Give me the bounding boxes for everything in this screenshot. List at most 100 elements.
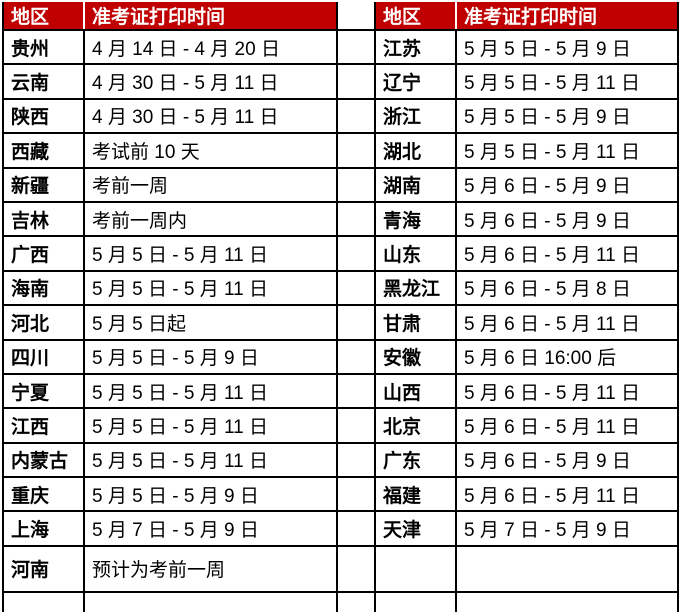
time-cell-right: 5 月 6 日 - 5 月 11 日 [455,304,679,341]
time-cell-right: 5 月 7 日 - 5 月 9 日 [455,510,679,547]
time-cell-left: 5 月 5 日 - 5 月 11 日 [83,372,338,410]
time-cell-right: 5 月 6 日 - 5 月 11 日 [455,476,679,513]
empty-cell [2,590,85,612]
region-cell-right: 辽宁 [374,63,457,100]
table-row: 贵州 4 月 14 日 - 4 月 20 日江苏 5 月 5 日 - 5 月 9 日 [2,28,679,66]
region-cell-right: 天津 [374,510,457,547]
time-cell-right: 5 月 5 日 - 5 月 11 日 [455,63,679,100]
empty-cell [83,590,338,612]
time-cell-left: 5 月 5 日起 [83,304,338,341]
region-cell-right: 浙江 [374,97,457,135]
region-cell-left: 西藏 [2,132,85,169]
table-row: 西藏 考试前 10 天湖北 5 月 5 日 - 5 月 11 日 [2,132,679,169]
spacer-cell [336,63,376,100]
table-row: 新疆 考前一周 湖南 5 月 6 日 - 5 月 9 日 [2,166,679,203]
spacer-cell [336,544,376,593]
table-row: 吉林 考前一周内 青海 5 月 6 日 - 5 月 9 日 [2,200,679,238]
region-cell-left: 贵州 [2,28,85,66]
region-cell-right: 福建 [374,476,457,513]
time-cell-left: 4 月 30 日 - 5 月 11 日 [83,97,338,135]
spacer-cell [336,476,376,513]
region-cell-right: 甘肃 [374,304,457,341]
empty-cell [374,590,457,612]
spacer-cell [336,166,376,203]
region-cell-right: 山西 [374,372,457,410]
empty-cell [336,590,376,612]
region-cell-right: 山东 [374,235,457,272]
time-cell-right: 5 月 6 日 - 5 月 11 日 [455,235,679,272]
region-cell-left: 江西 [2,407,85,444]
region-cell-left: 海南 [2,269,85,307]
region-cell-right: 安徽 [374,338,457,375]
spacer-cell [336,269,376,307]
time-cell-left: 考前一周 [83,166,338,203]
table-header-row: 地区 准考证打印时间 地区 准考证打印时间 [2,2,679,31]
time-cell-right: 5 月 6 日 - 5 月 9 日 [455,200,679,238]
spacer-cell [336,235,376,272]
time-cell-right: 5 月 5 日 - 5 月 9 日 [455,97,679,135]
region-cell-left: 宁夏 [2,372,85,410]
time-cell-left: 考试前 10 天 [83,132,338,169]
spacer-cell [336,338,376,375]
time-cell-left: 4 月 30 日 - 5 月 11 日 [83,63,338,100]
time-cell-left: 考前一周内 [83,200,338,238]
region-cell-right [374,544,457,593]
time-cell-right: 5 月 6 日 - 5 月 11 日 [455,407,679,444]
spacer-cell [336,304,376,341]
header-time-left: 准考证打印时间 [83,2,338,31]
header-region-left: 地区 [2,2,85,31]
time-cell-left: 5 月 5 日 - 5 月 11 日 [83,269,338,307]
time-cell-left: 5 月 5 日 - 5 月 9 日 [83,476,338,513]
time-cell-right: 5 月 6 日 - 5 月 9 日 [455,441,679,479]
region-cell-left: 新疆 [2,166,85,203]
region-cell-left: 河南 [2,544,85,593]
table-row: 陕西 4 月 30 日 - 5 月 11 日浙江 5 月 5 日 - 5 月 9 日 [2,97,679,135]
table-row: 四川 5 月 5 日 - 5 月 9 日安徽 5 月 6 日 16:00 后 [2,338,679,375]
time-cell-left: 预计为考前一周 [83,544,338,593]
region-cell-left: 陕西 [2,97,85,135]
spacer-cell [336,372,376,410]
header-spacer-cell [336,2,376,31]
time-cell-left: 5 月 5 日 - 5 月 11 日 [83,441,338,479]
time-cell-right: 5 月 5 日 - 5 月 11 日 [455,132,679,169]
table-row: 河北 5 月 5 日起 甘肃 5 月 6 日 - 5 月 11 日 [2,304,679,341]
region-cell-left: 吉林 [2,200,85,238]
table-body: 贵州 4 月 14 日 - 4 月 20 日江苏 5 月 5 日 - 5 月 9 日… [2,28,679,612]
time-cell-right: 5 月 6 日 - 5 月 11 日 [455,372,679,410]
table-row: 宁夏 5 月 5 日 - 5 月 11 日山西 5 月 6 日 - 5 月 11 日 [2,372,679,410]
time-cell-right [455,544,679,593]
region-cell-left: 重庆 [2,476,85,513]
table-row: 海南 5 月 5 日 - 5 月 11 日黑龙江 5 月 6 日 - 5 月 8 日 [2,269,679,307]
region-cell-left: 广西 [2,235,85,272]
region-cell-right: 青海 [374,200,457,238]
header-time-right: 准考证打印时间 [455,2,679,31]
spacer-cell [336,200,376,238]
region-cell-left: 河北 [2,304,85,341]
table-row: 上海 5 月 7 日 - 5 月 9 日天津 5 月 7 日 - 5 月 9 日 [2,510,679,547]
admission-ticket-print-schedule-table: 地区 准考证打印时间 地区 准考证打印时间 贵州 4 月 14 日 - 4 月 2… [2,2,679,612]
region-cell-right: 湖南 [374,166,457,203]
region-cell-right: 黑龙江 [374,269,457,307]
time-cell-right: 5 月 6 日 - 5 月 8 日 [455,269,679,307]
table-row: 江西 5 月 5 日 - 5 月 11 日北京 5 月 6 日 - 5 月 11 日 [2,407,679,444]
time-cell-left: 5 月 7 日 - 5 月 9 日 [83,510,338,547]
time-cell-left: 4 月 14 日 - 4 月 20 日 [83,28,338,66]
region-cell-left: 四川 [2,338,85,375]
table-row: 河南 预计为考前一周 [2,544,679,593]
time-cell-left: 5 月 5 日 - 5 月 11 日 [83,235,338,272]
region-cell-left: 内蒙古 [2,441,85,479]
table-row-partial [2,590,679,612]
region-cell-right: 湖北 [374,132,457,169]
region-cell-right: 江苏 [374,28,457,66]
spacer-cell [336,97,376,135]
time-cell-right: 5 月 6 日 - 5 月 9 日 [455,166,679,203]
spacer-cell [336,132,376,169]
spacer-cell [336,441,376,479]
time-cell-left: 5 月 5 日 - 5 月 9 日 [83,338,338,375]
region-cell-left: 云南 [2,63,85,100]
table-row: 内蒙古 5 月 5 日 - 5 月 11 日广东 5 月 6 日 - 5 月 9 日 [2,441,679,479]
time-cell-right: 5 月 6 日 16:00 后 [455,338,679,375]
spacer-cell [336,28,376,66]
time-cell-right: 5 月 5 日 - 5 月 9 日 [455,28,679,66]
table-row: 重庆 5 月 5 日 - 5 月 9 日福建 5 月 6 日 - 5 月 11 日 [2,476,679,513]
